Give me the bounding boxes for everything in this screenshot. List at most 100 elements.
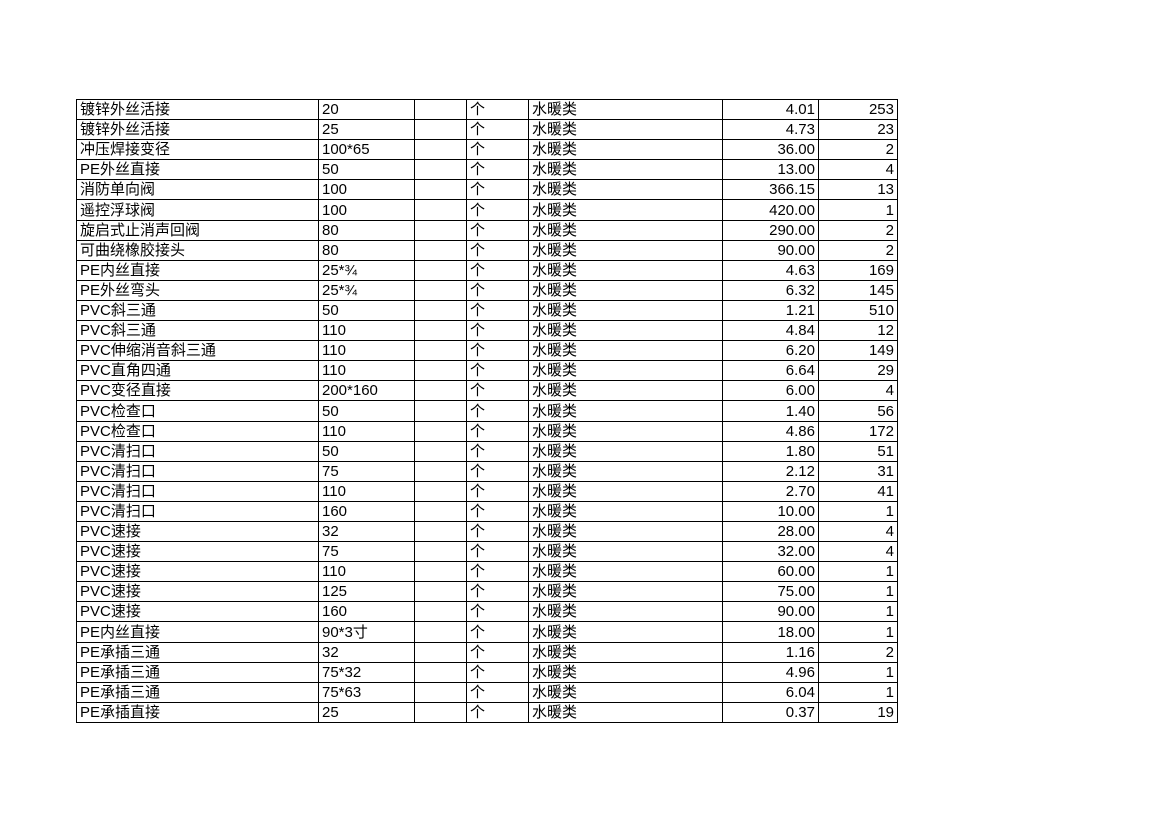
cell-price[interactable]: 1.21 bbox=[722, 299, 819, 322]
cell-name[interactable]: PVC速接 bbox=[76, 520, 319, 543]
cell-name[interactable]: 冲压焊接变径 bbox=[76, 139, 319, 161]
cell-price[interactable]: 6.64 bbox=[722, 360, 819, 382]
cell-blank[interactable] bbox=[414, 340, 467, 362]
cell-spec[interactable]: 110 bbox=[318, 420, 415, 442]
cell-name[interactable]: PE承插三通 bbox=[76, 661, 319, 683]
cell-category[interactable]: 水暖类 bbox=[528, 139, 723, 161]
cell-name[interactable]: PVC清扫口 bbox=[76, 460, 319, 482]
cell-name[interactable]: PE内丝直接 bbox=[76, 621, 319, 643]
cell-price[interactable]: 10.00 bbox=[722, 500, 819, 522]
cell-price[interactable]: 6.04 bbox=[722, 681, 819, 703]
cell-unit[interactable]: 个 bbox=[466, 239, 529, 261]
cell-blank[interactable] bbox=[414, 279, 467, 301]
cell-name[interactable]: PE承插三通 bbox=[76, 641, 319, 663]
cell-unit[interactable]: 个 bbox=[466, 139, 529, 161]
cell-qty[interactable]: 4 bbox=[818, 159, 898, 181]
cell-spec[interactable]: 100 bbox=[318, 179, 415, 201]
cell-unit[interactable]: 个 bbox=[466, 661, 529, 683]
cell-spec[interactable]: 90*3寸 bbox=[318, 621, 415, 643]
cell-category[interactable]: 水暖类 bbox=[528, 420, 723, 442]
cell-spec[interactable]: 125 bbox=[318, 581, 415, 603]
cell-spec[interactable]: 100 bbox=[318, 199, 415, 221]
cell-qty[interactable]: 253 bbox=[818, 98, 898, 121]
cell-price[interactable]: 1.40 bbox=[722, 400, 819, 422]
cell-unit[interactable]: 个 bbox=[466, 320, 529, 342]
cell-blank[interactable] bbox=[414, 320, 467, 342]
cell-blank[interactable] bbox=[414, 219, 467, 241]
cell-blank[interactable] bbox=[414, 380, 467, 402]
cell-blank[interactable] bbox=[414, 520, 467, 543]
cell-category[interactable]: 水暖类 bbox=[528, 259, 723, 281]
cell-price[interactable]: 32.00 bbox=[722, 541, 819, 563]
cell-qty[interactable]: 4 bbox=[818, 520, 898, 543]
cell-qty[interactable]: 19 bbox=[818, 701, 898, 723]
cell-spec[interactable]: 50 bbox=[318, 299, 415, 322]
cell-qty[interactable]: 145 bbox=[818, 279, 898, 301]
cell-name[interactable]: PVC变径直接 bbox=[76, 380, 319, 402]
cell-blank[interactable] bbox=[414, 681, 467, 703]
cell-blank[interactable] bbox=[414, 621, 467, 643]
cell-price[interactable]: 6.32 bbox=[722, 279, 819, 301]
cell-category[interactable]: 水暖类 bbox=[528, 279, 723, 301]
cell-qty[interactable]: 2 bbox=[818, 219, 898, 241]
cell-qty[interactable]: 1 bbox=[818, 681, 898, 703]
cell-spec[interactable]: 110 bbox=[318, 561, 415, 583]
cell-qty[interactable]: 169 bbox=[818, 259, 898, 281]
cell-spec[interactable]: 160 bbox=[318, 500, 415, 522]
cell-category[interactable]: 水暖类 bbox=[528, 480, 723, 502]
cell-price[interactable]: 13.00 bbox=[722, 159, 819, 181]
cell-name[interactable]: PVC速接 bbox=[76, 601, 319, 623]
cell-unit[interactable]: 个 bbox=[466, 259, 529, 281]
cell-blank[interactable] bbox=[414, 179, 467, 201]
cell-price[interactable]: 290.00 bbox=[722, 219, 819, 241]
cell-category[interactable]: 水暖类 bbox=[528, 520, 723, 543]
cell-blank[interactable] bbox=[414, 139, 467, 161]
cell-name[interactable]: PVC清扫口 bbox=[76, 440, 319, 462]
cell-name[interactable]: 可曲绕橡胶接头 bbox=[76, 239, 319, 261]
cell-price[interactable]: 1.80 bbox=[722, 440, 819, 462]
cell-category[interactable]: 水暖类 bbox=[528, 601, 723, 623]
cell-unit[interactable]: 个 bbox=[466, 641, 529, 663]
cell-price[interactable]: 4.01 bbox=[722, 98, 819, 121]
cell-qty[interactable]: 1 bbox=[818, 199, 898, 221]
cell-price[interactable]: 6.00 bbox=[722, 380, 819, 402]
cell-qty[interactable]: 56 bbox=[818, 400, 898, 422]
cell-price[interactable]: 60.00 bbox=[722, 561, 819, 583]
cell-unit[interactable]: 个 bbox=[466, 98, 529, 121]
cell-unit[interactable]: 个 bbox=[466, 380, 529, 402]
cell-name[interactable]: PVC检查口 bbox=[76, 420, 319, 442]
cell-category[interactable]: 水暖类 bbox=[528, 119, 723, 141]
cell-price[interactable]: 4.84 bbox=[722, 320, 819, 342]
cell-spec[interactable]: 110 bbox=[318, 360, 415, 382]
cell-category[interactable]: 水暖类 bbox=[528, 320, 723, 342]
cell-qty[interactable]: 510 bbox=[818, 299, 898, 322]
cell-category[interactable]: 水暖类 bbox=[528, 541, 723, 563]
cell-category[interactable]: 水暖类 bbox=[528, 219, 723, 241]
cell-name[interactable]: PVC速接 bbox=[76, 581, 319, 603]
cell-unit[interactable]: 个 bbox=[466, 360, 529, 382]
cell-spec[interactable]: 80 bbox=[318, 239, 415, 261]
cell-unit[interactable]: 个 bbox=[466, 581, 529, 603]
cell-unit[interactable]: 个 bbox=[466, 159, 529, 181]
cell-name[interactable]: PVC斜三通 bbox=[76, 299, 319, 322]
cell-qty[interactable]: 23 bbox=[818, 119, 898, 141]
cell-qty[interactable]: 172 bbox=[818, 420, 898, 442]
cell-unit[interactable]: 个 bbox=[466, 279, 529, 301]
cell-price[interactable]: 75.00 bbox=[722, 581, 819, 603]
cell-spec[interactable]: 25*¾ bbox=[318, 259, 415, 281]
cell-unit[interactable]: 个 bbox=[466, 561, 529, 583]
cell-qty[interactable]: 2 bbox=[818, 641, 898, 663]
cell-name[interactable]: PVC检查口 bbox=[76, 400, 319, 422]
cell-blank[interactable] bbox=[414, 541, 467, 563]
cell-qty[interactable]: 4 bbox=[818, 541, 898, 563]
cell-unit[interactable]: 个 bbox=[466, 340, 529, 362]
cell-qty[interactable]: 1 bbox=[818, 601, 898, 623]
cell-qty[interactable]: 1 bbox=[818, 661, 898, 683]
cell-unit[interactable]: 个 bbox=[466, 199, 529, 221]
cell-category[interactable]: 水暖类 bbox=[528, 179, 723, 201]
cell-name[interactable]: PVC斜三通 bbox=[76, 320, 319, 342]
cell-blank[interactable] bbox=[414, 440, 467, 462]
cell-category[interactable]: 水暖类 bbox=[528, 681, 723, 703]
cell-spec[interactable]: 80 bbox=[318, 219, 415, 241]
cell-spec[interactable]: 100*65 bbox=[318, 139, 415, 161]
